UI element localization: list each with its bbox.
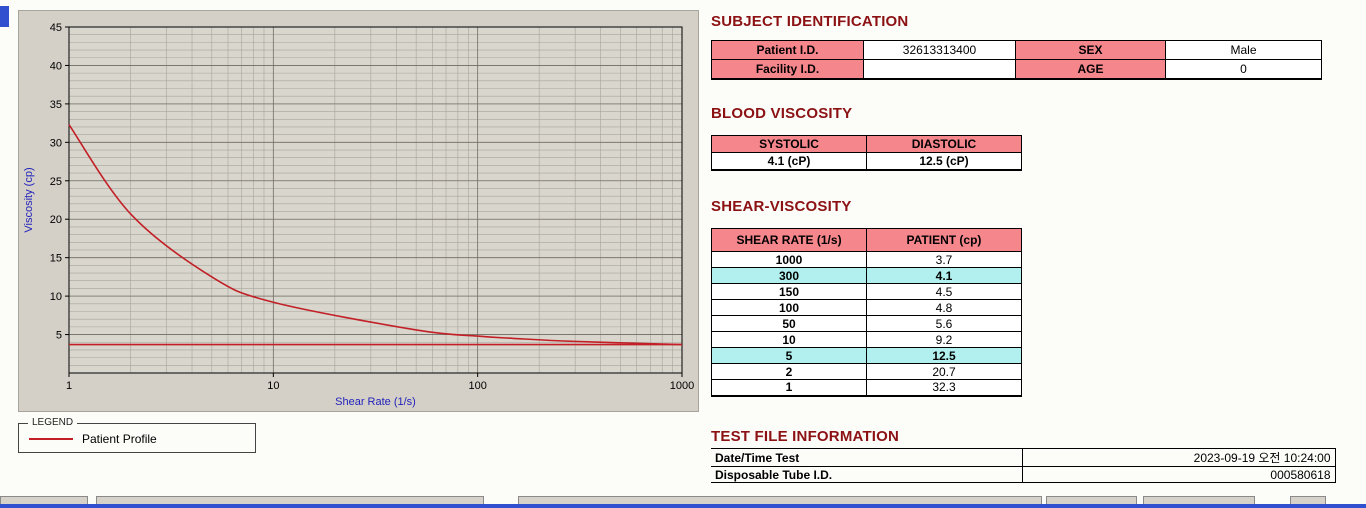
patient-viscosity-cell: 4.1 — [866, 267, 1022, 284]
legend-entry: Patient Profile — [19, 424, 255, 452]
age-value-cell: 0 — [1165, 59, 1322, 79]
patient-cp-header-cell: PATIENT (cp) — [866, 228, 1022, 252]
patient-viscosity-cell: 32.3 — [866, 379, 1022, 396]
date-time-test-value: 2023-09-19 오전 10:24:00 — [1021, 448, 1335, 467]
shear-table-row: 150 4.5 — [711, 283, 1022, 300]
shear-table-row: 300 4.1 — [711, 267, 1022, 284]
shear-table-row: 2 20.7 — [711, 363, 1022, 380]
section-title-blood-viscosity: BLOOD VISCOSITY — [711, 105, 853, 122]
shear-rate-cell: 150 — [711, 283, 867, 300]
legend-entry-label: Patient Profile — [82, 432, 157, 446]
facility-id-value-cell — [863, 59, 1016, 79]
shear-rate-cell: 10 — [711, 331, 867, 348]
shear-rate-cell: 1000 — [711, 251, 867, 268]
patient-viscosity-cell: 4.8 — [866, 299, 1022, 316]
shear-rate-cell: 5 — [711, 347, 867, 364]
bottom-accent-bar — [0, 504, 1366, 508]
svg-text:Viscosity (cp): Viscosity (cp) — [23, 167, 35, 232]
diastolic-header-cell: DIASTOLIC — [866, 135, 1022, 153]
table-row: Facility I.D. AGE 0 — [711, 59, 1322, 79]
table-row: Patient I.D. 32613313400 SEX Male — [711, 40, 1322, 60]
svg-text:45: 45 — [50, 22, 62, 34]
svg-text:40: 40 — [50, 60, 62, 72]
shear-table-row: 1 32.3 — [711, 379, 1022, 396]
svg-text:35: 35 — [50, 99, 62, 111]
top-accent-bar — [0, 6, 9, 27]
patient-viscosity-cell: 4.5 — [866, 283, 1022, 300]
viscosity-chart-panel: 5 10 15 20 25 30 35 40 45 1 10 100 1000 Shear Rate (1… — [18, 10, 699, 412]
svg-text:20: 20 — [50, 214, 62, 226]
svg-text:25: 25 — [50, 176, 62, 188]
shear-viscosity-table: SHEAR RATE (1/s) PATIENT (cp) 1000 3.7 300… — [711, 228, 1022, 397]
shear-table-body: 1000 3.7 300 4.1 150 4.5 100 4.8 50 5.6 10 9.2 5 12.5… — [711, 251, 1022, 396]
svg-text:30: 30 — [50, 137, 62, 149]
test-file-information-table: Date/Time Test 2023-09-19 오전 10:24:00 Di… — [711, 448, 1336, 483]
shear-rate-cell: 100 — [711, 299, 867, 316]
svg-text:10: 10 — [267, 380, 279, 392]
svg-text:1000: 1000 — [670, 380, 694, 392]
shear-rate-cell: 300 — [711, 267, 867, 284]
patient-viscosity-cell: 5.6 — [866, 315, 1022, 332]
disposable-tube-id-value: 000580618 — [1021, 466, 1335, 483]
blood-viscosity-table: SYSTOLIC DIASTOLIC 4.1 (cP) 12.5 (cP) — [711, 135, 1022, 171]
table-row: 4.1 (cP) 12.5 (cP) — [711, 152, 1022, 170]
patient-viscosity-cell: 3.7 — [866, 251, 1022, 268]
systolic-value-cell: 4.1 (cP) — [711, 152, 867, 170]
disposable-tube-id-label: Disposable Tube I.D. — [711, 466, 1022, 483]
section-title-subject-identification: SUBJECT IDENTIFICATION — [711, 13, 909, 30]
subject-identification-table: Patient I.D. 32613313400 SEX Male Facili… — [711, 40, 1322, 80]
table-header-row: SHEAR RATE (1/s) PATIENT (cp) — [711, 228, 1022, 252]
svg-text:5: 5 — [56, 330, 62, 342]
patient-profile-line-swatch — [29, 438, 73, 440]
patient-viscosity-cell: 12.5 — [866, 347, 1022, 364]
svg-text:100: 100 — [468, 380, 486, 392]
svg-text:10: 10 — [50, 291, 62, 303]
table-row: SYSTOLIC DIASTOLIC — [711, 135, 1022, 153]
table-row: Date/Time Test 2023-09-19 오전 10:24:00 — [711, 448, 1335, 467]
legend-box: LEGEND Patient Profile — [18, 417, 256, 453]
facility-id-label-cell: Facility I.D. — [711, 59, 864, 79]
systolic-header-cell: SYSTOLIC — [711, 135, 867, 153]
shear-rate-cell: 1 — [711, 379, 867, 396]
shear-table-row: 50 5.6 — [711, 315, 1022, 332]
sex-label-cell: SEX — [1015, 40, 1166, 60]
shear-rate-cell: 50 — [711, 315, 867, 332]
viscosity-chart: 5 10 15 20 25 30 35 40 45 1 10 100 1000 Shear Rate (1… — [19, 11, 698, 411]
legend-box-title: LEGEND — [28, 417, 78, 428]
patient-id-label-cell: Patient I.D. — [711, 40, 864, 60]
shear-rate-header-cell: SHEAR RATE (1/s) — [711, 228, 867, 252]
section-title-shear-viscosity: SHEAR-VISCOSITY — [711, 198, 852, 215]
section-title-test-file-information: TEST FILE INFORMATION — [711, 428, 900, 445]
svg-text:Shear Rate (1/s): Shear Rate (1/s) — [335, 396, 416, 408]
svg-text:1: 1 — [66, 380, 72, 392]
shear-table-row: 10 9.2 — [711, 331, 1022, 348]
date-time-test-label: Date/Time Test — [711, 448, 1022, 467]
shear-table-row: 100 4.8 — [711, 299, 1022, 316]
age-label-cell: AGE — [1015, 59, 1166, 79]
shear-table-row: 1000 3.7 — [711, 251, 1022, 268]
table-row: Disposable Tube I.D. 000580618 — [711, 466, 1335, 483]
patient-viscosity-cell: 9.2 — [866, 331, 1022, 348]
svg-text:15: 15 — [50, 253, 62, 265]
shear-rate-cell: 2 — [711, 363, 867, 380]
patient-viscosity-cell: 20.7 — [866, 363, 1022, 380]
sex-value-cell: Male — [1165, 40, 1322, 60]
shear-table-row: 5 12.5 — [711, 347, 1022, 364]
patient-id-value-cell: 32613313400 — [863, 40, 1016, 60]
diastolic-value-cell: 12.5 (cP) — [866, 152, 1022, 170]
